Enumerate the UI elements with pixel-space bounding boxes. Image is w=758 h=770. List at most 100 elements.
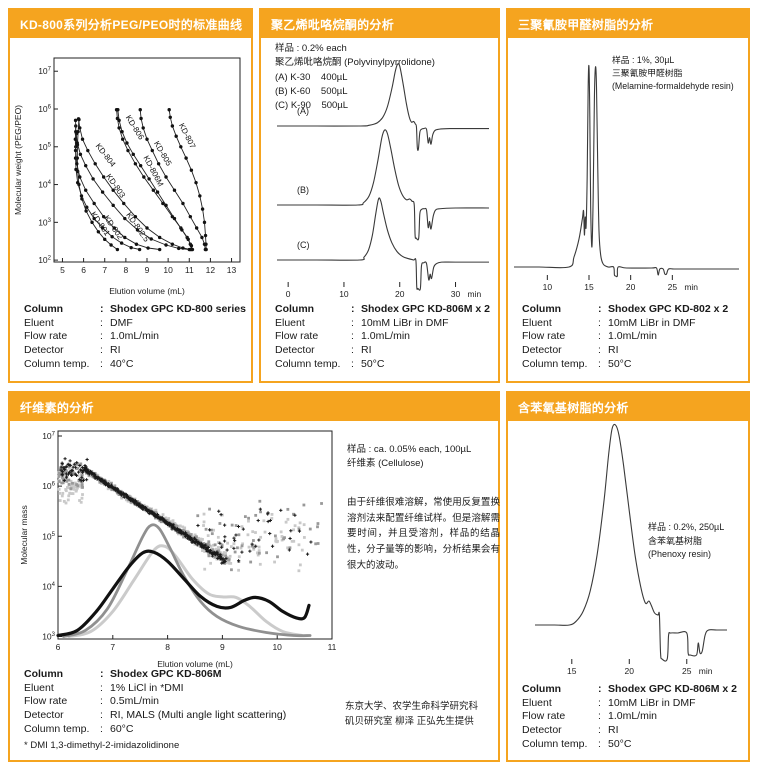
calibration-curves-chart: 5 6 7 8 9 10 11 12 13 102 103 104 105 106 107 Elution v… (13, 57, 241, 296)
data-credit: 东京大学、农学生命科学研究科 矶贝研究室 柳泽 正弘先生提供 (345, 700, 478, 729)
spec-row: Flow rate:1.0mL/min (522, 710, 658, 723)
spec-row: Column temp.:60°C (24, 722, 134, 735)
svg-text:103: 103 (42, 631, 55, 641)
text-line: 东京大学、农学生命科学研究科 (345, 701, 479, 712)
spec-row: Column: Shodex GPC KD-802 x 2 (522, 303, 729, 315)
svg-text:10: 10 (163, 265, 173, 275)
spec-row: Column temp.:50°C (522, 737, 632, 750)
column-spec-table: Column: Shodex GPC KD-800 series Eluent: DM… (24, 303, 246, 371)
svg-text:10: 10 (339, 289, 349, 299)
svg-text:30: 30 (451, 289, 461, 299)
spec-row: Detector: RI, MALS (Multi angle light sca… (24, 708, 287, 721)
column-spec-table: Column: Shodex GPC KD-806M x 2 Eluent:10mM… (522, 683, 737, 751)
svg-text:9: 9 (145, 265, 150, 275)
text-line: 样品 : 0.2%, 250µL (648, 522, 725, 532)
svg-text:KD-805: KD-805 (152, 140, 174, 168)
svg-text:Molecular weight (PEG/PEO): Molecular weight (PEG/PEO) (13, 105, 23, 215)
svg-text:Molecular mass: Molecular mass (19, 505, 29, 565)
svg-text:11: 11 (185, 265, 194, 275)
text-line: (C) K-90 500µL (275, 100, 349, 111)
text-line: (B) K-60 500µL (275, 85, 348, 97)
svg-text:8: 8 (123, 265, 128, 275)
spec-row: Eluent:10mM LiBr in DMF (275, 316, 449, 329)
panel-kd800-calibration: KD-800系列分析PEG/PEO时的标准曲线 5 6 7 8 9 10 11 12 13 102… (8, 8, 253, 383)
spec-row: Column: Shodex GPC KD-806M x 2 (275, 303, 490, 315)
panel-cellulose: 纤维素的分析 6 7 8 9 10 11 103 104 105 106 107 Elution vo… (8, 391, 500, 762)
svg-text:15: 15 (584, 282, 594, 290)
svg-text:(C): (C) (297, 240, 310, 250)
spec-row: Flow rate:1.0mL/min (275, 330, 411, 343)
svg-text:0: 0 (286, 289, 291, 299)
sample-info: 样品 : 0.2% each 聚乙烯吡咯烷酮 (Polyvinylpyrrolid… (275, 42, 435, 113)
sample-info: 样品 : ca. 0.05% each, 100µL 纤维素 (Cellulose… (347, 443, 471, 472)
svg-text:5: 5 (60, 265, 65, 275)
text-line: (Phenoxy resin) (648, 549, 712, 559)
svg-text:Elution volume (mL): Elution volume (mL) (109, 286, 185, 296)
svg-text:6: 6 (81, 265, 86, 275)
svg-text:KD-806M: KD-806M (141, 154, 165, 188)
spec-row: Detector: RI (24, 343, 121, 356)
svg-text:107: 107 (42, 431, 55, 441)
spec-row: Detector: RI (275, 343, 372, 356)
svg-text:25: 25 (668, 282, 678, 290)
svg-text:107: 107 (38, 66, 51, 76)
spec-row: Eluent:10mM LiBr in DMF (522, 316, 696, 329)
text-line: 样品 : 0.2% each (275, 43, 347, 54)
svg-text:13: 13 (227, 265, 237, 275)
spec-row: Flow rate:0.5mL/min (24, 695, 160, 708)
svg-text:25: 25 (682, 666, 692, 676)
spec-row: Eluent: DMF (24, 316, 133, 329)
spec-row: Eluent:10mM LiBr in DMF (522, 696, 696, 709)
svg-text:9: 9 (220, 642, 225, 652)
svg-text:105: 105 (42, 531, 55, 541)
sample-info: 样品 : 1%, 30µL 三聚氰胺甲醛树脂 (Melamine-formaldeh… (612, 54, 750, 94)
spec-row: Column: Shodex GPC KD-806M x 2 (522, 683, 737, 695)
text-line: 矶贝研究室 柳泽 正弘先生提供 (345, 715, 474, 727)
svg-text:KD-806: KD-806 (124, 114, 146, 142)
svg-text:11: 11 (328, 642, 337, 652)
panel-title-pvp: 聚乙烯吡咯烷酮的分析 (261, 10, 498, 38)
svg-text:10: 10 (543, 282, 553, 290)
sample-info: 样品 : 0.2%, 250µL 含苯氧基树脂 (Phenoxy resin) (648, 521, 748, 562)
svg-text:6: 6 (56, 642, 61, 652)
panel-title-kd800: KD-800系列分析PEG/PEO时的标准曲线 (10, 10, 251, 38)
panel-melamine-resin: 三聚氰胺甲醛树脂的分析 10 15 20 25 min 样品 : 1%, 30µL 三聚氰… (506, 8, 750, 383)
spec-row: Flow rate:1.0mL/min (522, 330, 658, 343)
svg-text:min: min (699, 666, 713, 676)
spec-row: Column: Shodex GPC KD-806M (24, 668, 222, 680)
svg-text:102: 102 (38, 255, 51, 265)
panel-title-cellulose: 纤维素的分析 (10, 393, 498, 421)
text-line: (Melamine-formaldehyde resin) (612, 81, 734, 92)
svg-text:105: 105 (38, 142, 51, 152)
svg-text:104: 104 (42, 581, 55, 591)
svg-text:10: 10 (272, 642, 282, 652)
svg-text:KD-801: KD-801 (89, 210, 112, 238)
svg-text:KD-804: KD-804 (94, 142, 118, 169)
panel-polyvinylpyrrolidone: 聚乙烯吡咯烷酮的分析 (A) (B) (C) 0 10 20 30 min 样品 : 0.2%… (259, 8, 500, 383)
svg-text:104: 104 (38, 180, 51, 190)
text-line: 样品 : 1%, 30µL (612, 55, 675, 65)
dmi-footnote: * DMI 1,3-dimethyl-2-imidazolidinone (24, 740, 180, 751)
svg-text:7: 7 (102, 265, 107, 275)
svg-text:8: 8 (165, 642, 170, 652)
spec-row: Eluent:1% LiCl in *DMI (24, 681, 184, 694)
svg-text:KD-803: KD-803 (104, 172, 127, 200)
svg-text:min: min (468, 289, 482, 299)
svg-text:min: min (684, 282, 698, 290)
svg-text:KD-802.5: KD-802.5 (124, 211, 151, 244)
spec-row: Flow rate:1.0mL/min (24, 330, 160, 343)
svg-text:20: 20 (626, 282, 636, 290)
panel-title-phenoxy: 含苯氧基树脂的分析 (508, 393, 748, 421)
panel-title-melamine: 三聚氰胺甲醛树脂的分析 (508, 10, 748, 38)
text-line: (A) K-30 400µL (275, 71, 348, 83)
svg-text:(B): (B) (297, 185, 309, 195)
text-line: 含苯氧基树脂 (648, 535, 703, 546)
spec-row: Column: Shodex GPC KD-800 series (24, 303, 246, 315)
spec-row: Detector: RI (522, 343, 619, 356)
svg-text:20: 20 (395, 289, 405, 299)
column-spec-table: Column: Shodex GPC KD-806M Eluent:1% LiCl … (24, 668, 286, 736)
text-line: 纤维素 (Cellulose) (347, 458, 424, 470)
spec-row: Column temp.:50°C (522, 357, 632, 370)
svg-text:20: 20 (625, 666, 635, 676)
